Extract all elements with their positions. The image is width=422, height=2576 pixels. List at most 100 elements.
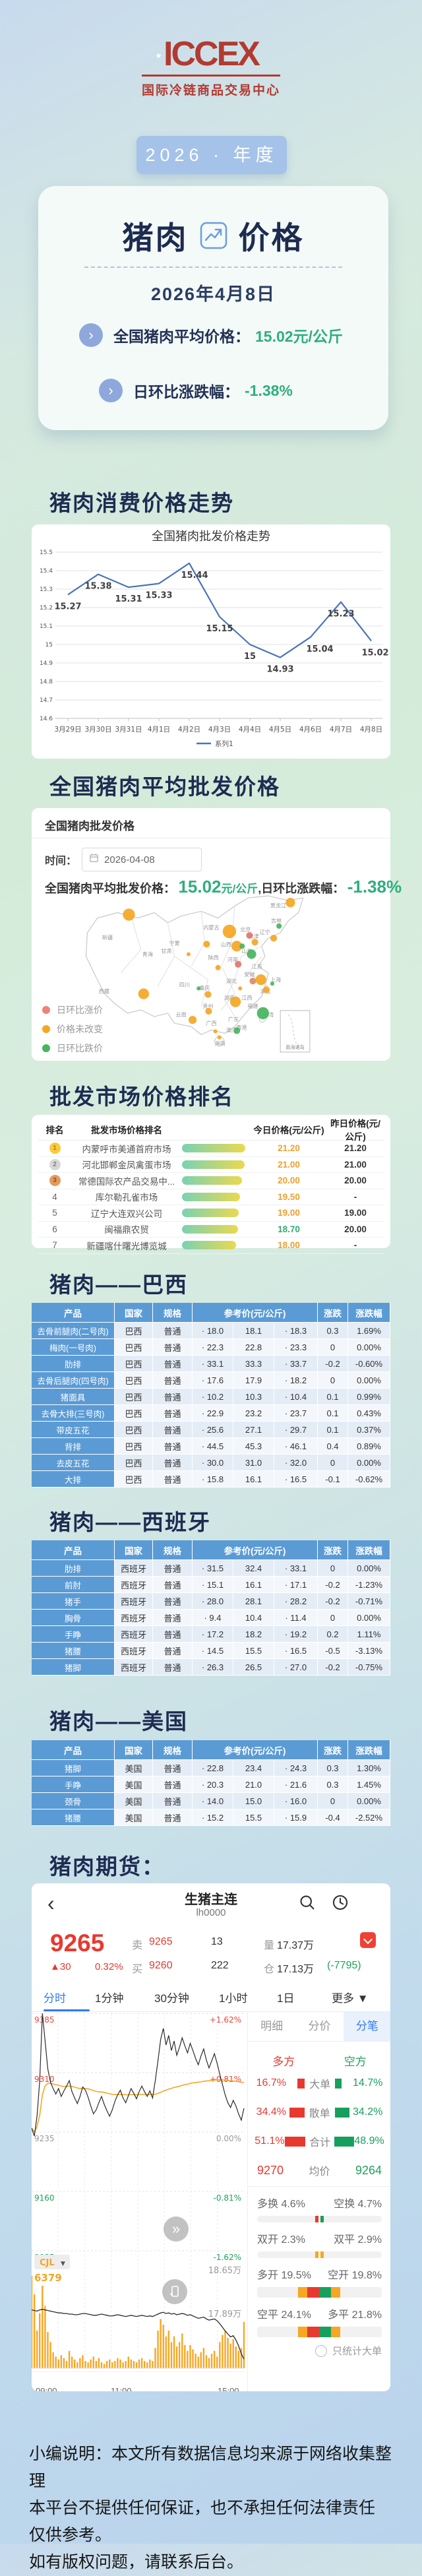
svg-text:15.38: 15.38 <box>84 582 111 592</box>
table-cell: 0.3 <box>318 1323 348 1339</box>
bar-cell <box>182 1209 251 1218</box>
period-tab-6[interactable]: 更多 ▼ <box>332 1992 369 2005</box>
panel-tab-3[interactable]: 分笔 <box>343 2012 390 2041</box>
table-cell: -2.52% <box>348 1809 390 1826</box>
table-cell: 1.30% <box>348 1760 390 1776</box>
sell-volume: 13 <box>211 1936 223 1947</box>
red-dropdown-icon[interactable] <box>360 1932 376 1948</box>
table-cell: 10.3 <box>233 1389 274 1405</box>
svg-text:江苏: 江苏 <box>251 963 262 970</box>
table-cell: 17.9 <box>233 1372 274 1389</box>
pair-left: 多开 19.5% <box>257 2270 311 2281</box>
ranking-row: 3 常德国际农产品交易中... 20.00 20.00 <box>38 1173 384 1189</box>
bar-cell <box>182 1144 251 1153</box>
bar-cell <box>182 1241 251 1250</box>
today-price: 19.50 <box>278 1191 300 1202</box>
period-tab-4[interactable]: 1小时 <box>219 1992 248 2005</box>
svg-text:15.44: 15.44 <box>181 571 208 581</box>
table-cell: 18.1 <box>233 1323 274 1339</box>
svg-text:14.93: 14.93 <box>266 665 293 675</box>
table-header-cell: 国家 <box>115 1540 153 1560</box>
table-cell: · 16.5 <box>274 1643 318 1659</box>
search-icon[interactable] <box>299 1894 316 1914</box>
clock-icon[interactable] <box>332 1894 349 1914</box>
table-cell: · 10.4 <box>274 1389 318 1405</box>
big-orders-only-label: 只统计大单 <box>332 2346 382 2357</box>
table-row: 背排 巴西 普通 · 44.5 45.3 · 46.1 0.4 0.89% <box>32 1438 390 1455</box>
table-cell: 16.1 <box>233 1471 274 1488</box>
landscape-phone-icon[interactable] <box>162 2279 187 2304</box>
ranking-row: 5 辽宁大连双兴公司 19.00 19.00 <box>38 1205 384 1222</box>
svg-text:17.89万: 17.89万 <box>208 2309 241 2319</box>
panel-tab-2[interactable]: 分价 <box>308 2020 331 2032</box>
footer-line: 本平台不提供任何保证，也不承担任何法律责任 <box>29 2499 376 2517</box>
svg-text:南海诸岛: 南海诸岛 <box>286 1044 304 1050</box>
svg-text:CJL: CJL <box>40 2258 55 2268</box>
svg-text:-0.81%: -0.81% <box>214 2193 241 2203</box>
table-cell: 普通 <box>153 1776 193 1793</box>
order-size-row: 51.1% 合计 48.9% <box>248 2127 390 2156</box>
period-tab-3[interactable]: 30分钟 <box>154 1992 189 2005</box>
order-size-row: 34.4% 散单 34.2% <box>248 2098 390 2127</box>
table-cell: 0 <box>318 1372 348 1389</box>
table-cell: 23.2 <box>233 1405 274 1422</box>
market-name: 常德国际农产品交易中... <box>78 1176 175 1187</box>
table-cell: 0.43% <box>348 1405 390 1422</box>
table-cell: 去骨大排(三号肉) <box>32 1405 115 1422</box>
today-price: 18.00 <box>278 1240 300 1251</box>
table-cell: 带皮五花 <box>32 1422 115 1438</box>
table-cell: 0 <box>318 1560 348 1577</box>
table-cell: · 24.3 <box>274 1760 318 1776</box>
yesterday-price: 19.00 <box>344 1208 367 1218</box>
table-cell: 巴西 <box>115 1356 153 1372</box>
yesterday-price: 21.00 <box>344 1159 367 1170</box>
order-size-row: 16.7% 大单 14.7% <box>248 2069 390 2098</box>
hero-title-left: 猪肉 <box>122 220 189 255</box>
table-cell: · 46.1 <box>274 1438 318 1455</box>
table-header-cell: 涨跌幅 <box>348 1303 390 1323</box>
order-size-label: 散单 <box>309 2108 330 2120</box>
table-cell: · 10.2 <box>193 1389 233 1405</box>
period-tab-5[interactable]: 1日 <box>277 1992 295 2005</box>
svg-text:9235: 9235 <box>34 2134 55 2143</box>
table-cell: 巴西 <box>115 1471 153 1488</box>
ratio-mark <box>331 2327 340 2337</box>
svg-text:▼: ▼ <box>61 2261 65 2267</box>
panel-tab-1[interactable]: 明细 <box>260 2020 284 2032</box>
table-cell: 1.11% <box>348 1626 390 1643</box>
period-tab-1[interactable]: 分时 <box>44 1992 66 2005</box>
table-cell: · 31.5 <box>193 1560 233 1577</box>
ranking-card: 排名 批发市场价格排名 今日价格(元/公斤) 昨日价格(元/公斤) 1 内蒙呼市美通首府市… <box>32 1115 390 1254</box>
table-row: 手睁 美国 普通 · 20.3 21.0 · 21.6 0.3 1.45% <box>32 1776 390 1793</box>
table-cell: 猪腰 <box>32 1809 115 1826</box>
buy-label: 买 <box>132 1964 143 1975</box>
radio-icon[interactable] <box>315 2344 327 2357</box>
table-cell: · 19.2 <box>274 1626 318 1643</box>
table-cell: 巴西 <box>115 1405 153 1422</box>
table-row: 手睁 西班牙 普通 · 17.2 18.2 · 19.2 0.2 1.11% <box>32 1626 390 1643</box>
table-row: 猪脚 西班牙 普通 · 26.3 26.5 · 27.0 -0.2 -0.75% <box>32 1659 390 1676</box>
table-cell: 背排 <box>32 1438 115 1455</box>
short-bar <box>335 2078 342 2089</box>
table-cell: 美国 <box>115 1776 153 1793</box>
footer-disclaimer: 小编说明：本文所有数据信息均来源于网络收集整理 本平台不提供任何保证，也不承担任何… <box>29 2441 405 2576</box>
period-tab-2[interactable]: 1分钟 <box>95 1992 124 2005</box>
svg-text:辽宁: 辽宁 <box>260 929 270 935</box>
table-row: 带皮五花 巴西 普通 · 25.6 27.1 · 29.7 0.1 0.37% <box>32 1422 390 1438</box>
pair-left: 空平 24.1% <box>257 2309 311 2321</box>
table-cell: 27.1 <box>233 1422 274 1438</box>
yesterday-price: - <box>353 1191 357 1202</box>
svg-text:贵州: 贵州 <box>202 1003 213 1009</box>
date-input[interactable]: 2026-04-08 <box>82 848 202 871</box>
table-cell: · 17.1 <box>274 1577 318 1593</box>
svg-text:天津: 天津 <box>248 933 258 939</box>
market-name: 河北邯郸金凤禽蛋市场 <box>82 1160 171 1171</box>
table-cell: -3.13% <box>348 1643 390 1659</box>
back-icon[interactable]: ‹ <box>47 1891 55 1915</box>
ratio-track <box>257 2251 382 2258</box>
ratio-mark <box>307 2327 319 2337</box>
svg-text:湖南: 湖南 <box>224 995 235 1001</box>
table-cell: 巴西 <box>115 1438 153 1455</box>
table-cell: · 15.2 <box>193 1809 233 1826</box>
expand-chart-button[interactable]: » <box>164 2216 189 2242</box>
